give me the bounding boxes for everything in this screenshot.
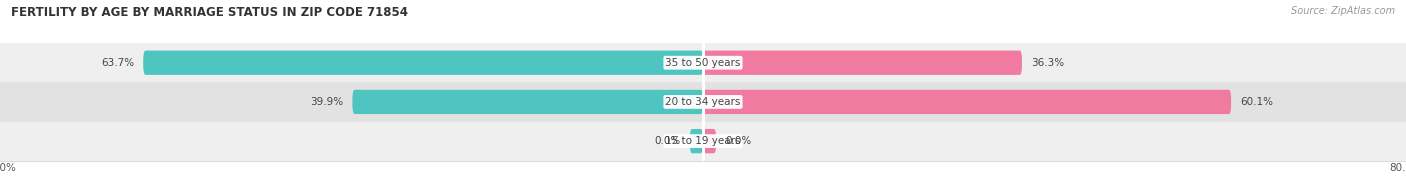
Text: 15 to 19 years: 15 to 19 years bbox=[665, 136, 741, 146]
FancyBboxPatch shape bbox=[353, 90, 703, 114]
Text: Source: ZipAtlas.com: Source: ZipAtlas.com bbox=[1291, 6, 1395, 16]
FancyBboxPatch shape bbox=[703, 51, 1022, 75]
Text: 63.7%: 63.7% bbox=[101, 58, 135, 68]
Text: 20 to 34 years: 20 to 34 years bbox=[665, 97, 741, 107]
Bar bbox=[0, 122, 1406, 161]
Text: 0.0%: 0.0% bbox=[725, 136, 751, 146]
Text: 35 to 50 years: 35 to 50 years bbox=[665, 58, 741, 68]
Bar bbox=[0, 43, 1406, 82]
Text: 0.0%: 0.0% bbox=[655, 136, 681, 146]
FancyBboxPatch shape bbox=[703, 90, 1232, 114]
Text: 60.1%: 60.1% bbox=[1240, 97, 1272, 107]
Text: 36.3%: 36.3% bbox=[1031, 58, 1064, 68]
FancyBboxPatch shape bbox=[703, 129, 716, 153]
FancyBboxPatch shape bbox=[690, 129, 703, 153]
Text: FERTILITY BY AGE BY MARRIAGE STATUS IN ZIP CODE 71854: FERTILITY BY AGE BY MARRIAGE STATUS IN Z… bbox=[11, 6, 408, 19]
FancyBboxPatch shape bbox=[143, 51, 703, 75]
Text: 39.9%: 39.9% bbox=[311, 97, 343, 107]
Bar bbox=[0, 82, 1406, 122]
